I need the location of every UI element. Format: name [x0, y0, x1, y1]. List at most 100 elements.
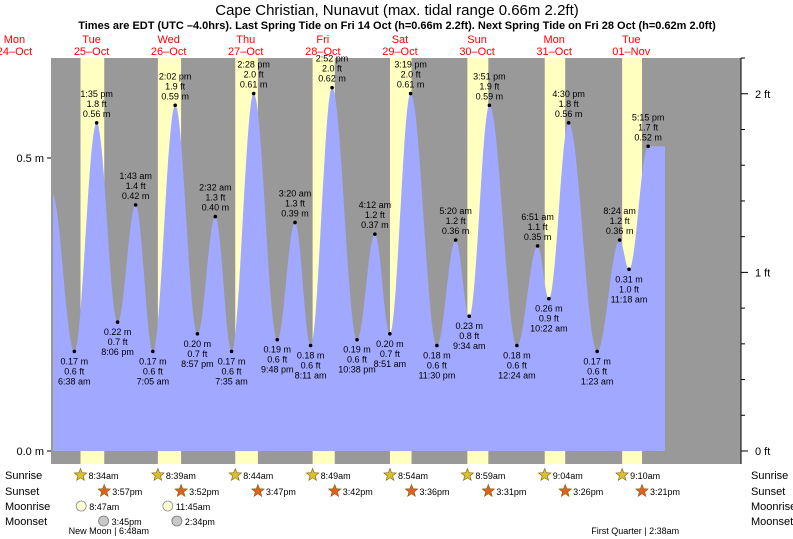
day-date: 26–Oct: [151, 46, 186, 58]
tide-height-ft: 0.6 ft: [507, 361, 528, 371]
tide-point: [251, 91, 256, 96]
tide-time: 1:43 am: [119, 171, 152, 181]
tide-height-ft: 1.1 ft: [528, 222, 549, 232]
moon-phase-label: New Moon | 6:48am: [69, 526, 149, 536]
sunrise-row-label-left: Sunrise: [5, 470, 42, 482]
sunset-time: 3:21pm: [650, 487, 680, 497]
sunset-row-label-right: Sunset: [751, 486, 785, 498]
tide-time: 7:05 am: [137, 376, 170, 386]
tide-point: [213, 214, 218, 219]
tide-height-m: 0.62 m: [318, 74, 346, 84]
tide-area: [53, 87, 665, 452]
tide-point: [467, 314, 472, 319]
tide-height-m: 0.17 m: [218, 356, 246, 366]
tide-time: 2:52 pm: [316, 54, 349, 64]
tide-time: 5:15 pm: [632, 112, 665, 122]
tide-time: 5:20 am: [439, 206, 472, 216]
sunrise-icon: [615, 467, 630, 481]
tide-height-ft: 0.9 ft: [539, 314, 560, 324]
tide-height-m: 0.61 m: [397, 80, 425, 90]
tide-point: [566, 121, 571, 125]
day-name: Thu: [236, 34, 255, 46]
tide-time: 2:28 pm: [237, 60, 270, 70]
tide-height-m: 0.56 m: [555, 109, 583, 119]
tide-height-m: 0.19 m: [263, 345, 291, 355]
sunset-icon: [97, 483, 112, 497]
day-name: Mon: [543, 34, 564, 46]
tide-point: [229, 349, 234, 354]
day-name: Fri: [316, 34, 329, 46]
day-labels: Mon24–OctTue25–OctWed26–OctThu27–OctFri2…: [0, 34, 651, 58]
tide-height-m: 0.56 m: [83, 109, 111, 119]
tide-height-m: 0.26 m: [535, 304, 563, 314]
tide-point: [275, 337, 280, 342]
tide-point: [646, 144, 650, 149]
tide-point: [133, 203, 138, 207]
tide-time: 6:51 am: [521, 212, 554, 222]
tide-point: [355, 337, 359, 342]
tide-time: 1:23 am: [581, 376, 614, 386]
sunset-time: 3:52pm: [189, 487, 219, 497]
tide-height-ft: 0.6 ft: [587, 366, 608, 376]
moonset-row-label-left: Moonset: [5, 516, 47, 528]
tide-height-ft: 0.7 ft: [187, 349, 208, 359]
tide-time: 8:57 pm: [181, 359, 214, 369]
tide-point: [173, 103, 177, 108]
sunrise-time: 8:49am: [321, 471, 351, 481]
tide-height-m: 0.19 m: [343, 345, 371, 355]
sunrise-time: 9:04am: [553, 471, 583, 481]
tide-point: [627, 267, 631, 272]
tide-height-m: 0.18 m: [423, 351, 451, 361]
tide-point: [293, 220, 297, 225]
chart-subtitle: Times are EDT (UTC –4.0hrs). Last Spring…: [78, 20, 716, 32]
moonrise-icon: [75, 500, 87, 512]
sunset-icon: [558, 483, 573, 497]
tide-point: [94, 121, 99, 125]
tide-height-m: 0.20 m: [184, 339, 212, 349]
tide-height-m: 0.52 m: [634, 132, 662, 142]
sunrise-icon: [460, 467, 475, 481]
day-name: Sat: [392, 34, 409, 46]
tide-height-m: 0.18 m: [297, 351, 325, 361]
tide-time: 12:24 am: [498, 371, 536, 381]
moonrise-row-label-right: Moonrise: [751, 501, 793, 513]
tide-point: [408, 91, 413, 96]
moonset-time: 2:34pm: [185, 517, 215, 527]
tide-height-ft: 0.6 ft: [347, 355, 368, 365]
sunrise-time: 8:39am: [166, 471, 196, 481]
tide-time: 4:12 am: [359, 200, 392, 210]
tide-time: 4:30 pm: [552, 89, 585, 99]
moon-phase-label: First Quarter | 2:38am: [591, 526, 679, 536]
day-date: 30–Oct: [459, 46, 494, 58]
tide-height-m: 0.18 m: [503, 351, 531, 361]
right-tick-label: 0 ft: [755, 446, 770, 458]
day-date: 25–Oct: [74, 46, 109, 58]
moonset-row-label-right: Moonset: [751, 516, 793, 528]
day-name: Wed: [157, 34, 179, 46]
tide-time: 1:35 pm: [80, 89, 113, 99]
tide-height-ft: 1.8 ft: [87, 99, 108, 109]
tide-point: [617, 238, 622, 242]
tide-height-ft: 1.9 ft: [165, 81, 186, 91]
tide-height-m: 0.40 m: [202, 203, 230, 213]
tide-height-m: 0.31 m: [615, 274, 643, 284]
tide-height-m: 0.35 m: [524, 232, 552, 242]
tide-height-m: 0.59 m: [161, 91, 189, 101]
tide-height-m: 0.36 m: [606, 226, 634, 236]
tide-time: 10:38 pm: [338, 365, 376, 375]
moonset-icon: [171, 515, 183, 527]
tide-height-ft: 0.6 ft: [222, 366, 243, 376]
tide-height-ft: 2.0 ft: [322, 64, 343, 74]
tide-time: 3:51 pm: [473, 71, 506, 81]
day-date: 29–Oct: [382, 46, 417, 58]
tide-height-m: 0.17 m: [61, 356, 89, 366]
tide-height-ft: 1.2 ft: [610, 216, 631, 226]
tide-height-ft: 2.0 ft: [244, 70, 265, 80]
moonrise-time: 8:47am: [89, 502, 119, 512]
tide-height-m: 0.37 m: [361, 220, 389, 230]
right-tick-label: 1 ft: [755, 267, 770, 279]
tide-height-ft: 0.6 ft: [267, 355, 288, 365]
tide-height-ft: 0.7 ft: [108, 337, 129, 347]
tide-time: 7:35 am: [215, 376, 248, 386]
